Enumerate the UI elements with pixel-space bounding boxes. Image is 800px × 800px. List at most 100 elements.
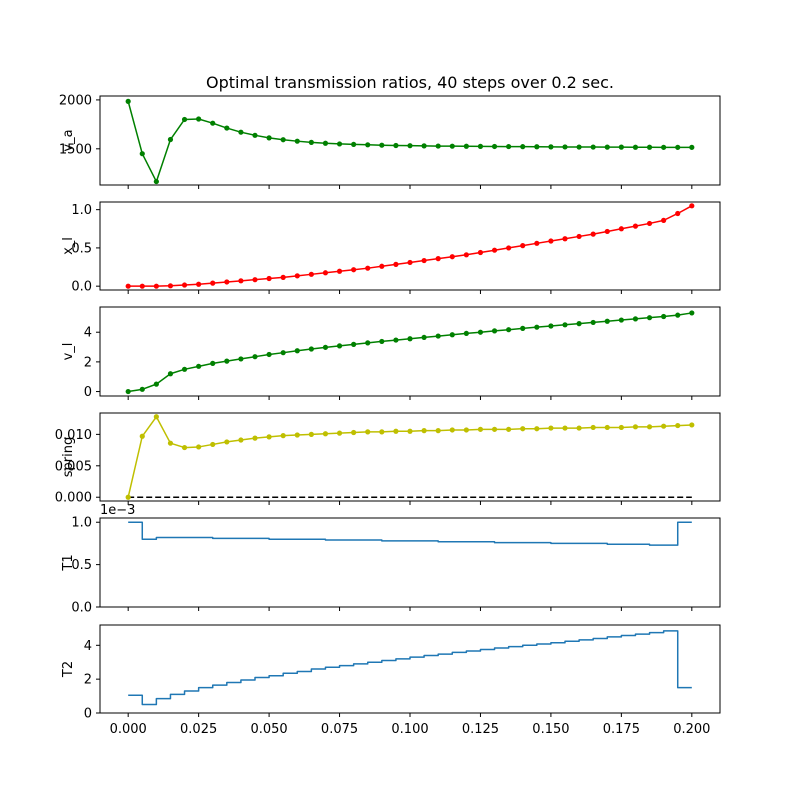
axes-frame [99, 624, 721, 714]
data-point [463, 252, 469, 258]
data-point [661, 217, 667, 223]
data-point [139, 283, 145, 289]
data-point [365, 265, 371, 271]
data-point [435, 428, 441, 434]
data-point [294, 432, 300, 438]
data-point [308, 431, 314, 437]
data-point [238, 129, 244, 135]
data-point [322, 431, 329, 437]
data-point [463, 143, 469, 149]
ylabel-x-l: x_l [61, 237, 76, 255]
data-point [125, 98, 131, 104]
ytick-label: 0.5 [71, 558, 92, 573]
data-point [618, 226, 624, 232]
data-point [294, 273, 300, 279]
data-point [336, 268, 343, 274]
ytick-label: 0.0 [71, 280, 92, 295]
data-point [604, 228, 610, 235]
data-point [379, 338, 385, 345]
data-point [435, 143, 441, 149]
data-point [506, 143, 512, 150]
data-point [491, 247, 498, 253]
data-point [477, 249, 484, 256]
data-point [336, 343, 343, 349]
ytick-label: 1.0 [71, 516, 92, 531]
data-point [534, 426, 540, 432]
data-point [167, 136, 174, 143]
data-point [576, 425, 582, 431]
data-point [365, 142, 371, 148]
data-point [661, 423, 667, 429]
data-point [196, 444, 202, 450]
data-point [449, 254, 455, 260]
ylabel-v-l: v_l [61, 343, 76, 361]
data-point [308, 271, 314, 277]
data-point [153, 178, 159, 185]
data-point [407, 336, 413, 342]
data-point [491, 143, 498, 150]
data-point [181, 282, 188, 288]
data-point [252, 435, 258, 441]
data-point [689, 310, 695, 316]
data-point [393, 337, 399, 343]
series-line [128, 205, 693, 287]
data-point [618, 424, 624, 431]
data-point [224, 125, 230, 131]
data-point [675, 210, 681, 217]
ytick-label: 0 [84, 707, 92, 722]
data-point [661, 313, 667, 320]
data-point [379, 429, 385, 435]
data-point [407, 259, 413, 266]
data-point [646, 144, 653, 150]
data-point [167, 440, 174, 446]
subplot-T2: T2 0 2 4 0.000 0.025 0.050 0.075 0.100 0.125 0.150… [61, 624, 721, 737]
data-point [153, 283, 159, 289]
data-point [139, 151, 145, 157]
ytick-label: 0 [84, 385, 92, 400]
data-point [125, 283, 131, 289]
data-point [449, 427, 455, 433]
data-point [322, 344, 329, 350]
data-point [421, 257, 427, 264]
data-point [167, 371, 174, 377]
ylabel-T2: T2 [61, 661, 76, 678]
data-point [491, 328, 498, 334]
data-point [252, 277, 258, 283]
axes-frame [99, 412, 721, 502]
data-point [562, 236, 568, 242]
data-point [139, 433, 145, 439]
axes-frame [99, 306, 721, 397]
ytick-label: 2 [84, 355, 92, 370]
data-point [167, 283, 174, 289]
data-point [294, 138, 300, 144]
data-point [604, 144, 610, 150]
data-point [520, 426, 526, 432]
data-point [181, 116, 188, 123]
ytick-label: 0.0 [71, 601, 92, 616]
ytick-label: 0.5 [71, 241, 92, 256]
offset-text: 1e−3 [100, 503, 135, 518]
data-point [506, 245, 512, 251]
data-point [632, 316, 639, 322]
data-point [520, 243, 526, 249]
data-point [125, 388, 131, 395]
data-point [181, 366, 188, 372]
data-point [393, 261, 399, 267]
xtick-label: 0.075 [321, 722, 358, 737]
ylabel-spring: spring [61, 437, 76, 477]
data-point [365, 429, 371, 435]
subplot-spring: spring 0.000 0.005 0.010 [55, 412, 721, 506]
ytick-label: 0.000 [55, 491, 92, 506]
ytick-label: 2 [84, 673, 92, 688]
data-point [351, 141, 357, 148]
data-point [210, 120, 216, 126]
data-point [562, 425, 568, 431]
data-point [224, 439, 230, 445]
series-line [128, 630, 692, 706]
data-point [632, 144, 639, 150]
data-point [421, 428, 427, 434]
data-point [322, 140, 329, 146]
data-point [646, 315, 653, 321]
data-point [351, 267, 357, 273]
